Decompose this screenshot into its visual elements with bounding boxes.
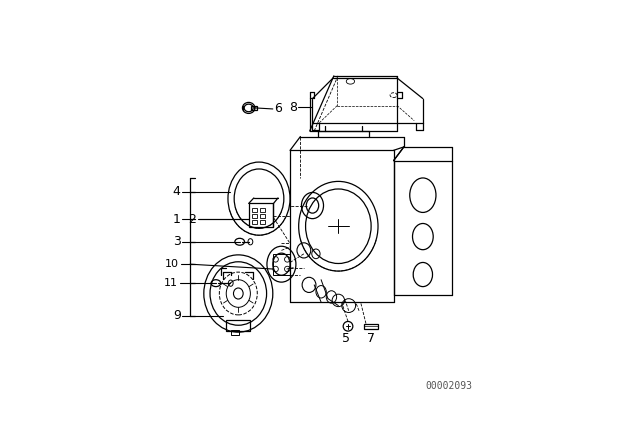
Text: 3: 3 (173, 235, 180, 248)
Text: 6: 6 (274, 103, 282, 116)
Bar (226, 320, 250, 332)
Text: 11: 11 (164, 278, 179, 288)
Text: 8: 8 (289, 101, 297, 114)
Bar (249, 203, 273, 227)
Bar (260, 214, 264, 218)
Text: 00002093: 00002093 (425, 381, 472, 391)
Bar (252, 220, 257, 224)
Bar (251, 106, 257, 110)
Bar (231, 331, 239, 335)
Bar (252, 208, 257, 212)
Bar (260, 208, 264, 212)
Text: 9: 9 (173, 310, 180, 323)
Bar (260, 220, 264, 224)
Text: 5: 5 (342, 332, 350, 345)
Bar (252, 214, 257, 218)
Text: 1: 1 (173, 213, 180, 226)
Bar (273, 254, 290, 275)
Text: 2: 2 (188, 213, 196, 226)
Text: 7: 7 (367, 332, 375, 345)
Text: 4: 4 (173, 185, 180, 198)
Text: 10: 10 (165, 259, 179, 269)
Bar (364, 323, 378, 329)
